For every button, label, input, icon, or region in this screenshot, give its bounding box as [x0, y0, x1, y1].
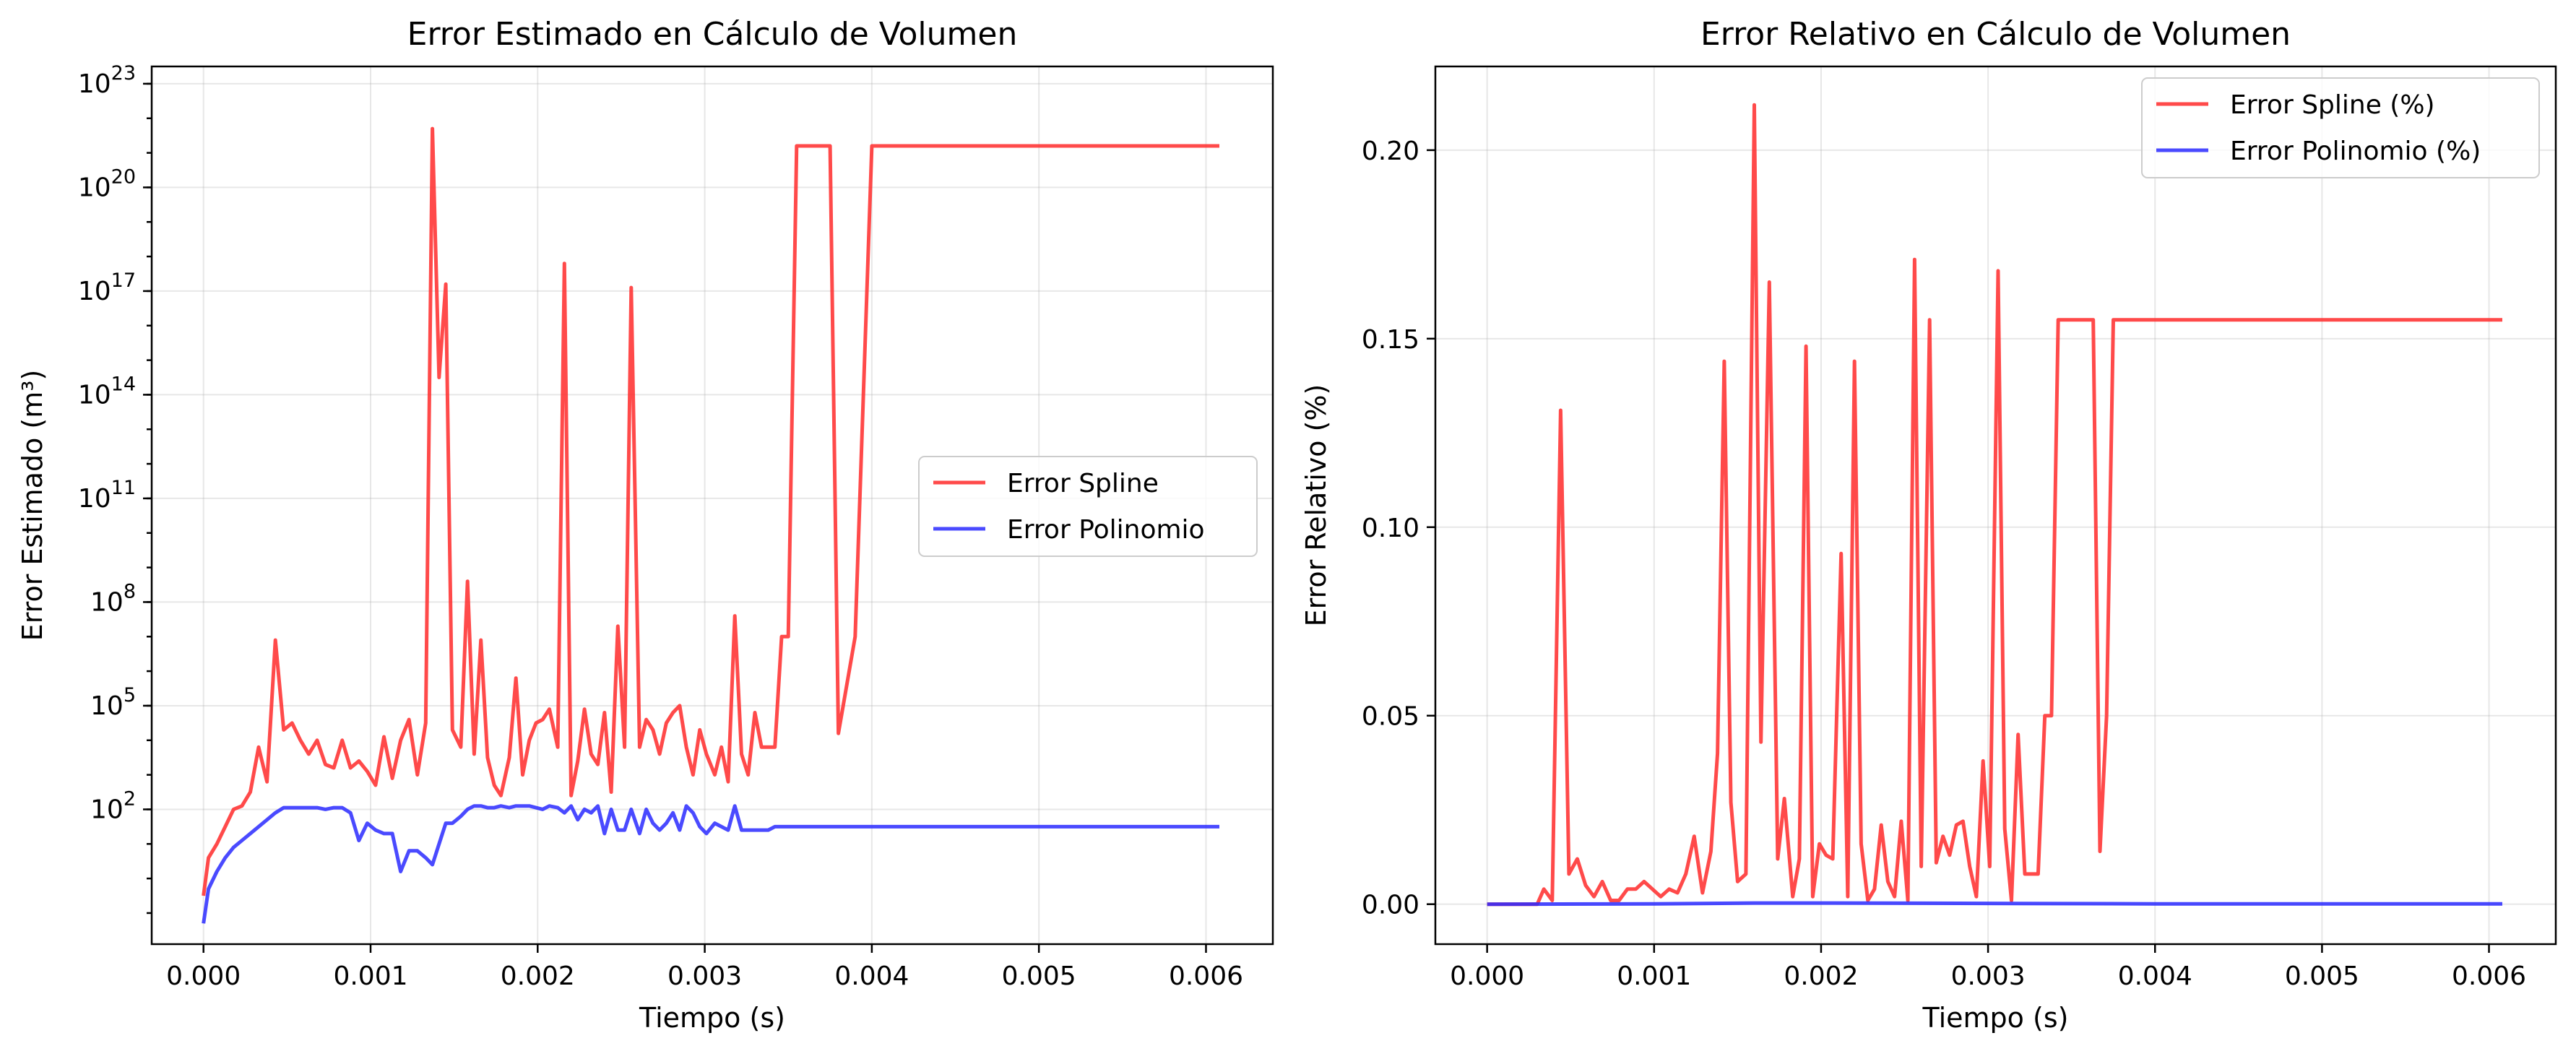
y-tick-exponent: 17: [111, 269, 136, 292]
y-tick-label: 105: [90, 684, 136, 721]
x-axis-label: Tiempo (s): [639, 1002, 785, 1034]
right-chart: 0.000 0.001 0.002 0.003 0.004 0.005 0.006 0.00 0…: [1300, 16, 2557, 1034]
x-axis-label: Tiempo (s): [1922, 1002, 2069, 1034]
y-tick-base: 10: [78, 69, 111, 99]
y-tick-label: 108: [90, 580, 136, 617]
legend-box: [918, 456, 1258, 557]
y-axis-label: Error Relativo (%): [1300, 384, 1332, 627]
y-tick-exponent: 11: [111, 477, 136, 499]
x-tick-label: 0.004: [2118, 961, 2192, 991]
series-line-spline: [202, 126, 1219, 896]
y-tick-base: 10: [78, 484, 111, 514]
x-tick-label: 0.005: [1002, 961, 1076, 991]
y-tick-label: 1023: [78, 62, 136, 99]
left-chart: 0.000 0.001 0.002 0.003 0.004 0.005 0.00610210…: [17, 16, 1274, 1034]
x-tick-label: 0.006: [2452, 961, 2526, 991]
x-tick-label: 0.002: [501, 961, 575, 991]
x-tick-label: 0.002: [1784, 961, 1858, 991]
y-tick-label: 1014: [78, 373, 136, 410]
x-tick-label: 0.000: [1450, 961, 1524, 991]
y-tick-label: 0.20: [1362, 137, 1419, 166]
x-tick-label: 0.006: [1169, 961, 1243, 991]
x-tick-label: 0.004: [834, 961, 909, 991]
y-tick-base: 10: [90, 587, 124, 617]
legend-label: Error Spline: [1007, 469, 1159, 498]
y-tick-label: 1020: [78, 165, 136, 202]
y-tick-label: 0.05: [1362, 702, 1419, 732]
x-tick-label: 0.005: [2285, 961, 2359, 991]
y-tick-exponent: 5: [124, 684, 136, 706]
y-tick-base: 10: [78, 277, 111, 306]
y-tick-base: 10: [78, 380, 111, 410]
legend-box: [2141, 77, 2540, 178]
y-tick-exponent: 8: [124, 580, 136, 602]
x-tick-label: 0.000: [166, 961, 241, 991]
axes-frame: [150, 65, 1274, 946]
y-tick-base: 10: [90, 795, 124, 824]
series-line-polinomio: [1487, 901, 2502, 907]
series-line-polinomio: [202, 804, 1219, 924]
y-tick-label: 0.00: [1362, 891, 1419, 920]
x-tick-label: 0.001: [333, 961, 407, 991]
series-line-spline: [1487, 103, 2502, 907]
y-tick-label: 102: [90, 787, 136, 824]
y-tick-label: 1017: [78, 269, 136, 306]
chart-title: Error Relativo en Cálculo de Volumen: [1700, 16, 2291, 53]
legend: Error Spline Error Polinomio: [918, 456, 1258, 557]
chart-title: Error Estimado en Cálculo de Volumen: [407, 16, 1018, 53]
axes-frame: [1434, 65, 2557, 946]
y-tick-exponent: 14: [111, 373, 136, 395]
x-tick-label: 0.001: [1617, 961, 1691, 991]
legend: Error Spline (%) Error Polinomio (%): [2141, 77, 2540, 178]
x-tick-label: 0.003: [1951, 961, 2026, 991]
y-tick-base: 10: [90, 691, 124, 721]
x-tick-label: 0.003: [667, 961, 742, 991]
y-axis-label: Error Estimado (m³): [17, 370, 48, 641]
y-tick-base: 10: [78, 173, 111, 202]
y-tick-label: 1011: [78, 477, 136, 514]
y-tick-exponent: 2: [124, 787, 136, 810]
y-tick-label: 0.15: [1362, 325, 1419, 355]
y-tick-exponent: 20: [111, 165, 136, 188]
legend-label: Error Polinomio (%): [2230, 137, 2481, 166]
legend-label: Error Polinomio: [1007, 515, 1205, 545]
legend-label: Error Spline (%): [2230, 90, 2435, 120]
y-tick-exponent: 23: [111, 62, 136, 85]
y-tick-label: 0.10: [1362, 514, 1419, 543]
